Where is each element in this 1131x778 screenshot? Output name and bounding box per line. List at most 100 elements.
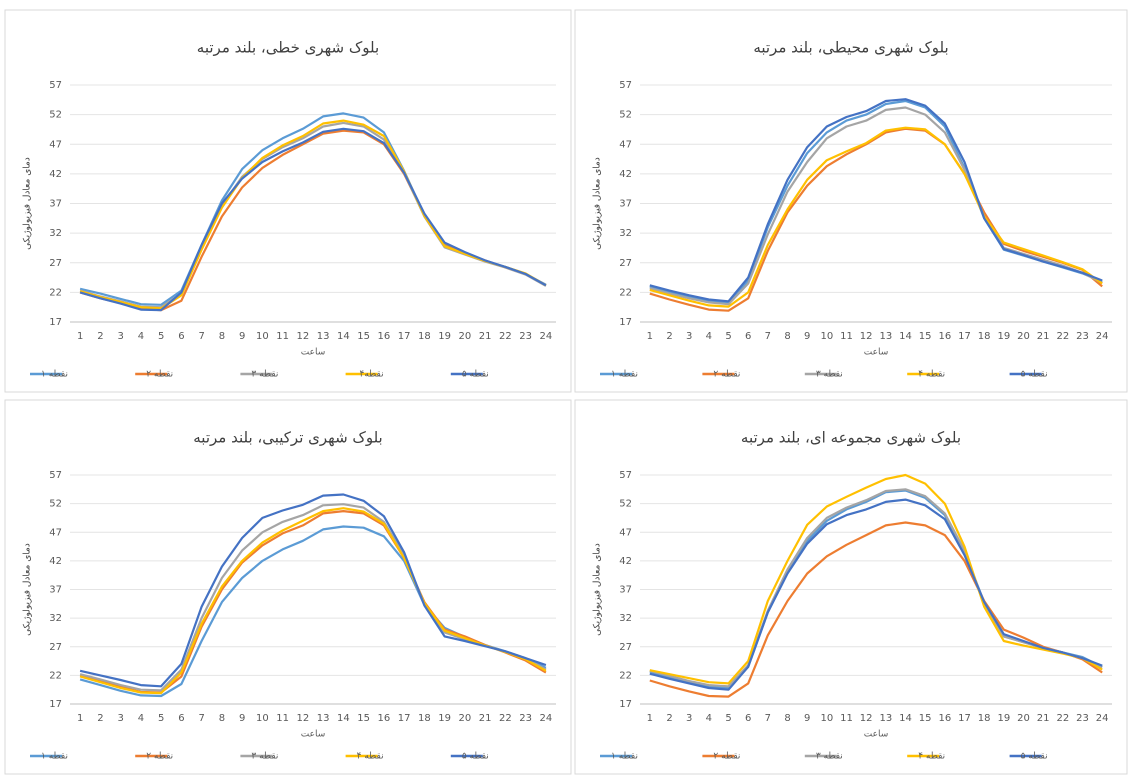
x-tick-label: 21: [479, 331, 492, 342]
legend-label: نقطه ۲: [146, 370, 173, 380]
y-tick-label: 27: [49, 642, 62, 653]
x-tick-label: 22: [499, 331, 512, 342]
series-line: [79, 507, 547, 695]
x-tick-label: 23: [519, 713, 532, 724]
x-tick-label: 10: [820, 713, 833, 724]
x-tick-label: 17: [398, 331, 411, 342]
y-tick-label: 17: [619, 699, 632, 710]
x-tick-label: 23: [1076, 331, 1089, 342]
x-tick-label: 16: [938, 331, 951, 342]
y-tick-label: 52: [49, 110, 62, 121]
series-line: [649, 126, 1103, 308]
y-tick-label: 32: [49, 228, 62, 239]
x-tick-label: 19: [438, 331, 451, 342]
x-tick-label: 9: [804, 331, 810, 342]
x-tick-label: 9: [239, 713, 245, 724]
x-tick-label: 10: [256, 331, 269, 342]
x-tick-label: 11: [840, 713, 853, 724]
y-tick-label: 32: [49, 613, 62, 624]
chart-title: بلوک شهری خطی، بلند مرتبه: [197, 39, 379, 57]
y-tick-label: 32: [619, 228, 632, 239]
y-tick-label: 47: [49, 527, 62, 538]
x-tick-label: 1: [77, 713, 83, 724]
series-line: [649, 473, 1103, 685]
x-tick-label: 20: [459, 713, 472, 724]
x-tick-label: 24: [1096, 713, 1109, 724]
x-tick-label: 13: [317, 713, 330, 724]
x-tick-label: 8: [219, 713, 225, 724]
series-line: [649, 98, 1103, 303]
series-line: [79, 119, 547, 310]
y-tick-label: 52: [619, 110, 632, 121]
legend-label: نقطه ۴: [918, 370, 945, 380]
legend-label: نقطه ۵: [1021, 752, 1048, 762]
y-tick-label: 57: [49, 470, 62, 481]
x-tick-label: 4: [138, 713, 144, 724]
y-tick-label: 37: [49, 199, 62, 210]
x-tick-label: 3: [686, 713, 692, 724]
legend-label: نقطه ۳: [251, 370, 278, 380]
y-tick-label: 22: [49, 670, 62, 681]
x-tick-label: 22: [499, 713, 512, 724]
x-tick-label: 6: [745, 331, 751, 342]
y-tick-label: 47: [619, 527, 632, 538]
legend-label: نقطه ۵: [462, 752, 489, 762]
series-line: [649, 106, 1103, 306]
x-tick-label: 4: [706, 713, 712, 724]
x-tick-label: 8: [219, 331, 225, 342]
series-line: [79, 127, 547, 312]
x-tick-label: 14: [337, 331, 350, 342]
x-tick-label: 1: [647, 713, 653, 724]
x-tick-label: 2: [97, 713, 103, 724]
x-tick-label: 2: [666, 331, 672, 342]
y-tick-label: 27: [49, 258, 62, 269]
x-tick-label: 4: [138, 331, 144, 342]
y-tick-label: 42: [49, 556, 62, 567]
x-tick-label: 5: [725, 713, 731, 724]
y-tick-label: 22: [49, 287, 62, 298]
x-tick-label: 12: [860, 331, 873, 342]
y-tick-label: 57: [619, 470, 632, 481]
x-tick-label: 21: [1037, 331, 1050, 342]
x-tick-label: 5: [158, 713, 164, 724]
x-tick-label: 6: [178, 331, 184, 342]
y-tick-label: 27: [619, 642, 632, 653]
y-tick-label: 42: [619, 169, 632, 180]
x-tick-label: 4: [706, 331, 712, 342]
y-axis-label: دمای معادل فیزیولوژیکی: [23, 543, 33, 636]
x-tick-label: 9: [804, 713, 810, 724]
x-tick-label: 19: [438, 713, 451, 724]
x-tick-label: 3: [117, 713, 123, 724]
legend-label: نقطه ۳: [816, 752, 843, 762]
x-tick-label: 16: [938, 713, 951, 724]
x-tick-label: 24: [540, 713, 553, 724]
legend-label: نقطه ۲: [713, 752, 740, 762]
legend-label: نقطه ۱: [41, 370, 68, 380]
legend-label: نقطه۴: [359, 370, 383, 380]
x-tick-label: 18: [978, 713, 991, 724]
panel: [574, 9, 1128, 393]
x-tick-label: 13: [317, 331, 330, 342]
series-line: [649, 498, 1103, 691]
y-tick-label: 57: [49, 80, 62, 91]
x-tick-label: 16: [378, 331, 391, 342]
x-tick-label: 16: [378, 713, 391, 724]
x-tick-label: 23: [519, 331, 532, 342]
x-tick-label: 1: [77, 331, 83, 342]
y-tick-label: 22: [619, 287, 632, 298]
x-tick-label: 24: [1096, 331, 1109, 342]
y-tick-label: 47: [619, 139, 632, 150]
x-tick-label: 23: [1076, 713, 1089, 724]
y-tick-label: 57: [619, 80, 632, 91]
y-tick-label: 37: [49, 585, 62, 596]
x-tick-label: 22: [1056, 331, 1069, 342]
y-axis-label: دمای معادل فیزیولوژیکی: [593, 157, 603, 250]
x-tick-label: 11: [276, 713, 289, 724]
x-tick-label: 15: [357, 713, 370, 724]
x-tick-label: 19: [997, 713, 1010, 724]
x-tick-label: 8: [784, 713, 790, 724]
x-tick-label: 22: [1056, 713, 1069, 724]
x-tick-label: 3: [686, 331, 692, 342]
